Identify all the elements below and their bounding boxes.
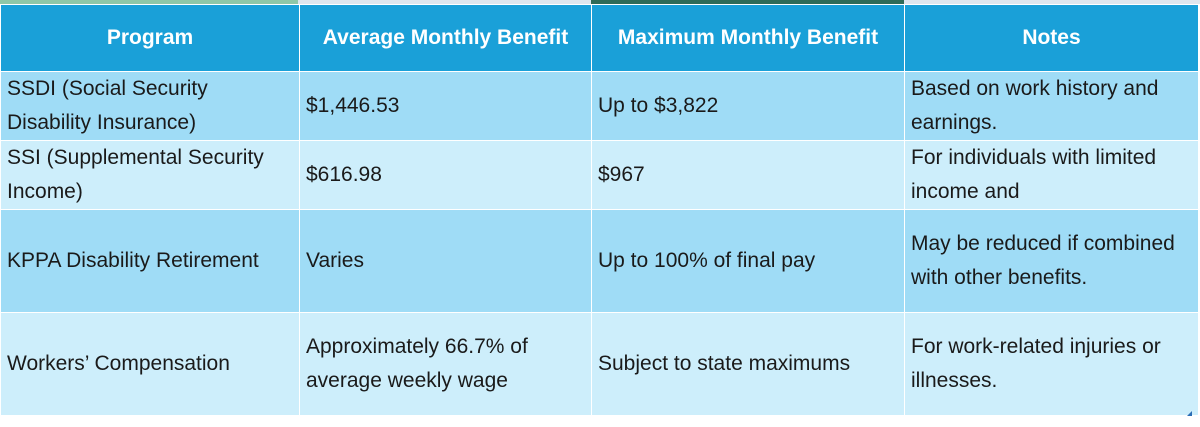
table-cell[interactable]: May be reduced if combined with other be… xyxy=(904,209,1199,313)
table-cell[interactable]: $1,446.53 xyxy=(299,71,592,141)
table-row: SSDI (Social Security Disability Insuran… xyxy=(0,71,1199,141)
table-cell[interactable]: Subject to state maximums xyxy=(591,312,905,416)
header-row: Program Average Monthly Benefit Maximum … xyxy=(0,4,1199,72)
table-cell[interactable]: $967 xyxy=(591,140,905,210)
column-header-strip xyxy=(298,0,591,4)
table-cell[interactable]: For individuals with limited income and xyxy=(904,140,1199,210)
header-cell-notes[interactable]: Notes xyxy=(904,4,1199,72)
column-header-strip xyxy=(904,0,1200,4)
table-cell[interactable]: For work-related injuries or illnesses. xyxy=(904,312,1199,416)
table-cell[interactable]: Up to 100% of final pay xyxy=(591,209,905,313)
table-row: Workers’ Compensation Approximately 66.7… xyxy=(0,312,1199,416)
table-row: KPPA Disability Retirement Varies Up to … xyxy=(0,209,1199,313)
header-cell-program[interactable]: Program xyxy=(0,4,300,72)
benefits-table: Program Average Monthly Benefit Maximum … xyxy=(0,4,1199,416)
header-cell-maximum-monthly-benefit[interactable]: Maximum Monthly Benefit xyxy=(591,4,905,72)
table-row: SSI (Supplemental Security Income) $616.… xyxy=(0,140,1199,210)
table-cell[interactable]: Approximately 66.7% of average weekly wa… xyxy=(299,312,592,416)
table-cell[interactable]: Workers’ Compensation xyxy=(0,312,300,416)
header-cell-average-monthly-benefit[interactable]: Average Monthly Benefit xyxy=(299,4,592,72)
table-cell[interactable]: SSI (Supplemental Security Income) xyxy=(0,140,300,210)
column-header-strip xyxy=(591,0,904,4)
column-header-strip xyxy=(0,0,298,4)
table-cell[interactable]: Based on work history and earnings. xyxy=(904,71,1199,141)
table-cell[interactable]: SSDI (Social Security Disability Insuran… xyxy=(0,71,300,141)
table-cell[interactable]: Varies xyxy=(299,209,592,313)
table-cell[interactable]: KPPA Disability Retirement xyxy=(0,209,300,313)
table-cell[interactable]: $616.98 xyxy=(299,140,592,210)
table-resize-handle[interactable] xyxy=(1187,411,1192,416)
table-cell[interactable]: Up to $3,822 xyxy=(591,71,905,141)
